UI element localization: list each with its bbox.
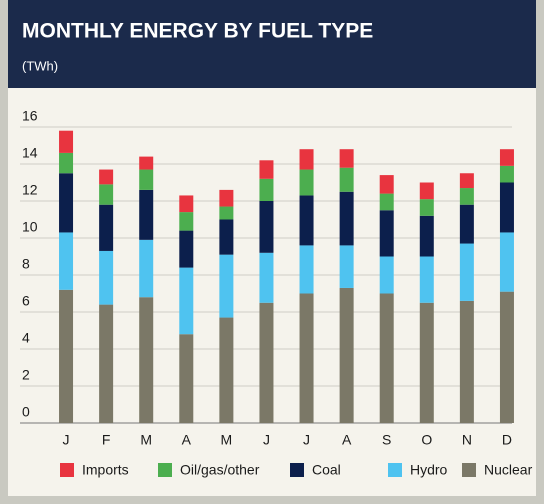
bar-segment: [179, 267, 194, 335]
y-tick-label: 2: [22, 367, 30, 383]
bar-segment: [339, 149, 354, 168]
bar-segment: [219, 206, 234, 220]
x-tick-label: M: [221, 432, 233, 448]
bar-segment: [179, 230, 194, 268]
bar-segment: [499, 165, 514, 183]
legend-label: Coal: [312, 462, 341, 478]
bar-segment: [339, 191, 354, 246]
bar-segment: [219, 317, 234, 423]
bar-segment: [99, 169, 114, 185]
x-tick-label: N: [462, 432, 472, 448]
bar-segment: [179, 334, 194, 423]
bar-segment: [419, 302, 434, 423]
bar-segment: [379, 293, 394, 423]
x-tick-label: J: [63, 432, 70, 448]
bar-segment: [139, 156, 154, 170]
bar-segment: [99, 304, 114, 423]
bar-segment: [259, 178, 274, 201]
bar-segment: [259, 302, 274, 423]
y-tick-label: 12: [22, 182, 38, 198]
bar-segment: [139, 239, 154, 298]
x-tick-label: S: [382, 432, 391, 448]
y-tick-label: 14: [22, 145, 38, 161]
bar-segment: [499, 149, 514, 166]
x-tick-label: M: [140, 432, 152, 448]
bar-segment: [339, 167, 354, 192]
bar-segment: [99, 250, 114, 305]
bar-segment: [139, 297, 154, 423]
y-tick-label: 10: [22, 219, 38, 235]
bar-segment: [59, 173, 74, 233]
bar-segment: [459, 173, 474, 189]
bar-segment: [419, 256, 434, 303]
y-tick-label: 0: [22, 404, 30, 420]
bar-segment: [459, 188, 474, 205]
bar-segment: [259, 201, 274, 253]
bar-segment: [59, 289, 74, 423]
bar-segment: [59, 232, 74, 290]
y-tick-label: 4: [22, 330, 30, 346]
bar-segment: [379, 210, 394, 257]
bar-segment: [459, 300, 474, 423]
bar-segment: [99, 184, 114, 205]
bar-segment: [419, 215, 434, 257]
bar-segment: [419, 182, 434, 200]
bar-segment: [219, 219, 234, 255]
x-tick-label: J: [303, 432, 310, 448]
bar-segment: [139, 169, 154, 190]
legend-label: Imports: [82, 462, 129, 478]
y-tick-label: 6: [22, 293, 30, 309]
legend-label: Nuclear: [484, 462, 533, 478]
bar-segment: [139, 189, 154, 240]
bar-segment: [499, 232, 514, 292]
bar-segment: [259, 160, 274, 179]
bar-segment: [219, 254, 234, 318]
legend-swatch: [158, 463, 172, 477]
bar-segment: [419, 199, 434, 216]
x-tick-label: D: [502, 432, 512, 448]
legend-swatch: [290, 463, 304, 477]
bar-segment: [179, 195, 194, 213]
legend-swatch: [388, 463, 402, 477]
bar-segment: [459, 204, 474, 244]
x-tick-label: A: [342, 432, 352, 448]
bar-segment: [299, 293, 314, 423]
bar-segment: [339, 287, 354, 423]
bar-segment: [379, 256, 394, 294]
bar-segment: [499, 291, 514, 423]
bar-segment: [99, 204, 114, 251]
chart-title: MONTHLY ENERGY BY FUEL TYPE: [22, 20, 373, 43]
bar-segment: [59, 130, 74, 153]
chart-subtitle: (TWh): [22, 58, 58, 73]
legend-swatch: [462, 463, 476, 477]
legend-swatch: [60, 463, 74, 477]
y-tick-label: 8: [22, 256, 30, 272]
bar-segment: [219, 189, 234, 207]
legend-label: Oil/gas/other: [180, 462, 260, 478]
bar-segment: [339, 245, 354, 288]
bar-segment: [179, 212, 194, 231]
x-tick-label: F: [102, 432, 111, 448]
bar-segment: [379, 175, 394, 194]
legend-label: Hydro: [410, 462, 448, 478]
bar-segment: [59, 152, 74, 174]
x-tick-label: O: [421, 432, 432, 448]
y-tick-label: 16: [22, 108, 38, 124]
bar-segment: [379, 193, 394, 211]
bar-segment: [299, 245, 314, 294]
bar-segment: [459, 243, 474, 301]
x-tick-label: A: [182, 432, 192, 448]
bar-segment: [499, 182, 514, 233]
header: [8, 0, 536, 88]
bar-segment: [299, 149, 314, 170]
bar-segment: [299, 195, 314, 246]
bar-segment: [299, 169, 314, 196]
bar-segment: [259, 252, 274, 303]
x-tick-label: J: [263, 432, 270, 448]
